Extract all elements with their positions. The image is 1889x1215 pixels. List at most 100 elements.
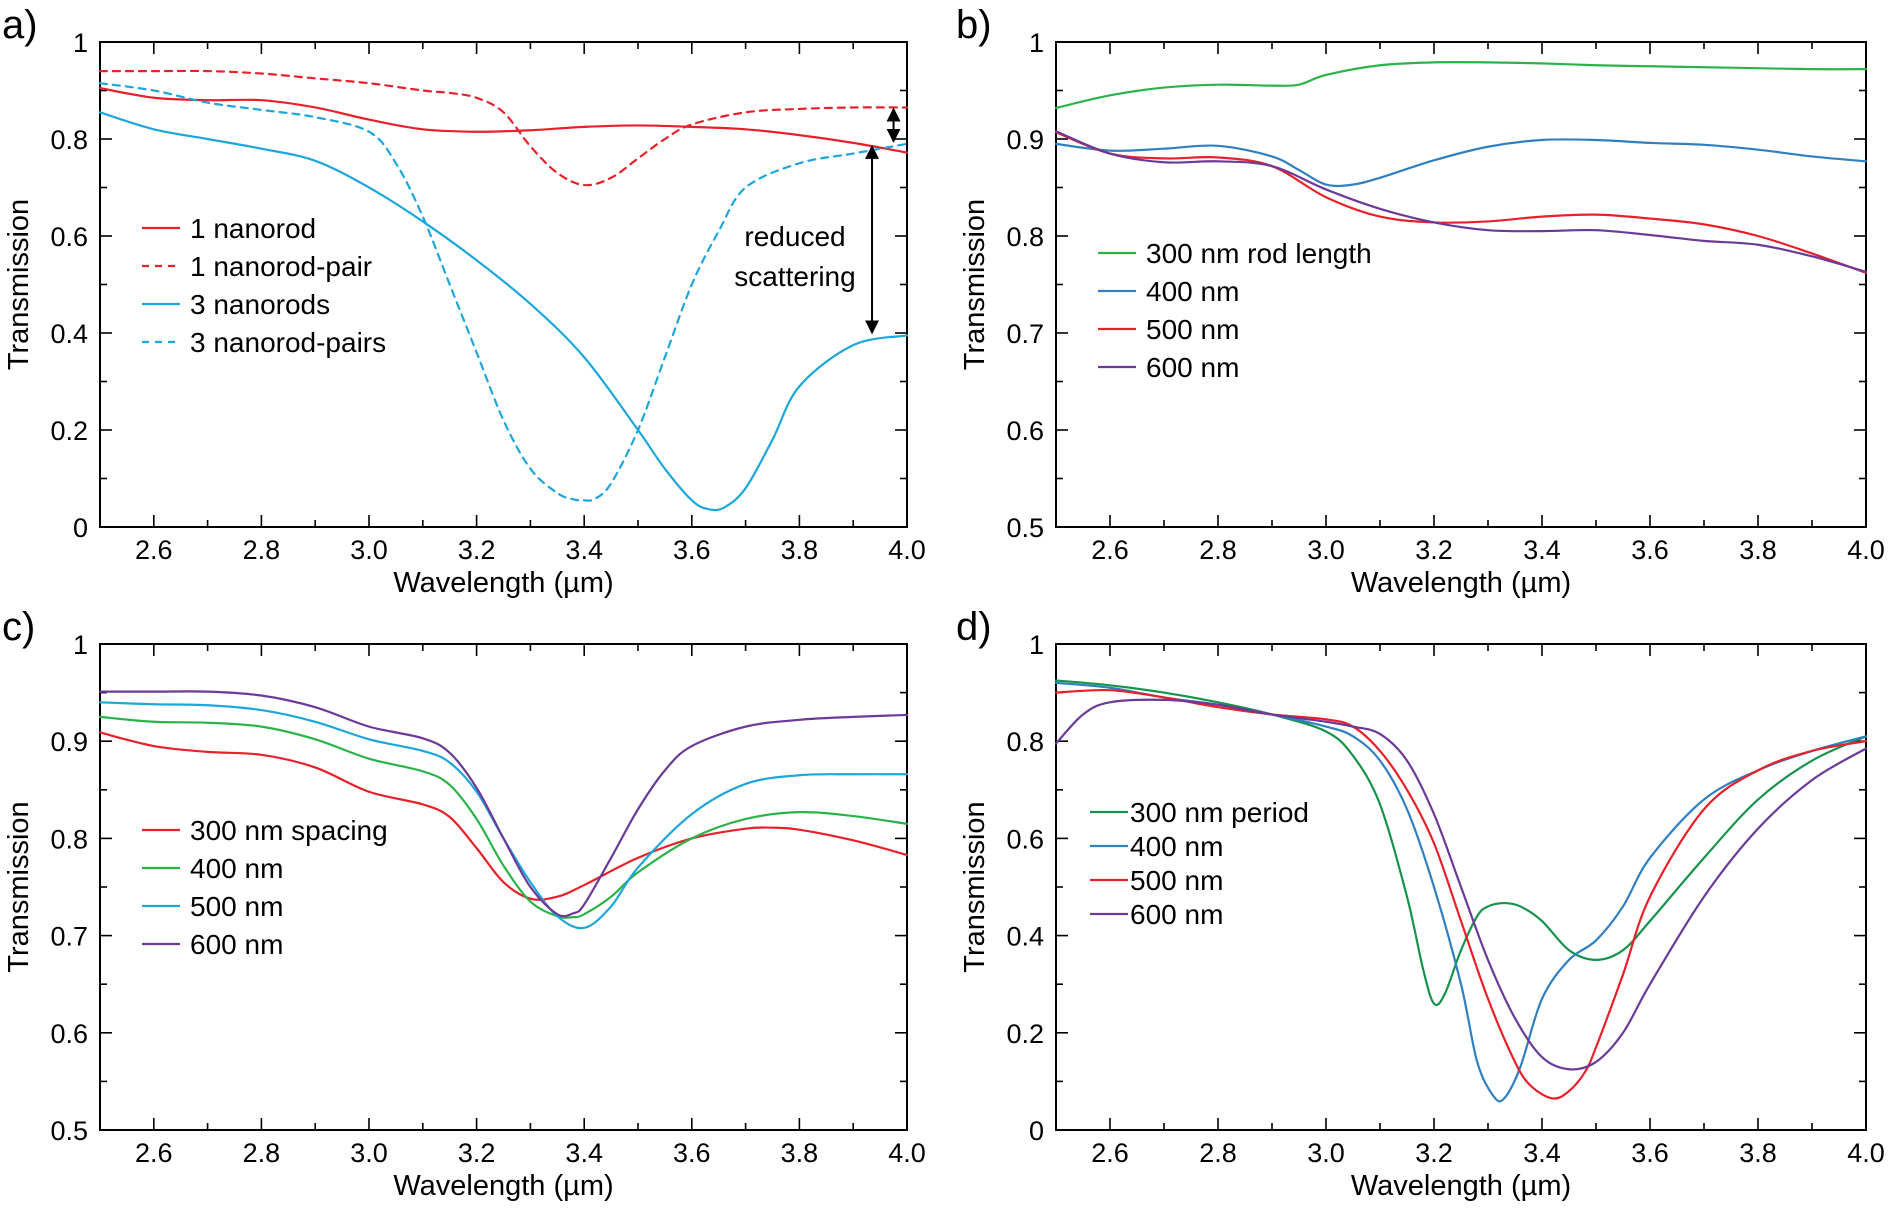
panel-a-xtick-label: 3.6 (673, 535, 711, 565)
panel-a-ytick-label: 1 (73, 28, 88, 58)
panel-c-legend-label-3: 500 nm (190, 891, 283, 922)
panel-b-series-line-1 (1054, 61, 1868, 110)
panel-a-xtick-label: 3.8 (781, 535, 819, 565)
panel-a-xtick-label: 3.2 (458, 535, 496, 565)
panel-c-xtick-label: 2.8 (243, 1138, 281, 1168)
panel-d-ytick-label: 0.8 (1006, 727, 1044, 757)
panel-a-ylabel: Transmission (3, 199, 35, 370)
panel-a-ytick-label: 0.6 (50, 222, 88, 252)
panel-b-xlabel: Wavelength (µm) (1351, 567, 1571, 599)
panel-d-legend-label-1: 300 nm period (1130, 797, 1309, 828)
panel-c-xtick-label: 3.0 (350, 1138, 388, 1168)
panel-b-series-line-3 (1054, 131, 1868, 274)
panel-c-xtick-label: 2.6 (135, 1138, 173, 1168)
panel-d-xlabel: Wavelength (µm) (1351, 1170, 1571, 1202)
panel-a-series-line-2 (98, 69, 909, 187)
panel-d-xtick-label: 2.8 (1199, 1138, 1237, 1168)
panel-a-xlabel: Wavelength (µm) (393, 567, 613, 599)
panel-d-tag: d) (956, 605, 992, 649)
panel-c-tag: c) (2, 605, 35, 649)
panel-d-xtick-label: 3.0 (1307, 1138, 1345, 1168)
panel-b-xtick-label: 2.6 (1091, 535, 1129, 565)
panel-b-ytick-label: 0.9 (1006, 125, 1044, 155)
panel-a-xtick-label: 3.4 (565, 535, 603, 565)
panel-c-ytick-label: 0.9 (50, 727, 88, 757)
panel-c-xtick-label: 3.8 (781, 1138, 819, 1168)
panel-c-series-line-1 (98, 731, 909, 901)
panel-c-xtick-label: 3.6 (673, 1138, 711, 1168)
panel-a-legend-label-1: 1 nanorod (190, 213, 316, 244)
panel-b-legend-label-4: 600 nm (1146, 352, 1239, 383)
panel-a-legend-label-3: 3 nanorods (190, 289, 330, 320)
panel-c-xlabel: Wavelength (µm) (393, 1170, 613, 1202)
panel-a-ytick-label: 0 (73, 513, 88, 543)
panel-a-annotation-line-2: scattering (734, 261, 855, 292)
panel-a-legend-label-4: 3 nanorod-pairs (190, 327, 386, 358)
panel-b-ytick-label: 0.7 (1006, 319, 1044, 349)
panel-c-ytick-label: 0.6 (50, 1019, 88, 1049)
panel-d-legend-label-4: 600 nm (1130, 899, 1223, 930)
panel-d-xtick-label: 3.4 (1523, 1138, 1561, 1168)
panel-c-xtick-label: 3.2 (458, 1138, 496, 1168)
panel-a-series-line-1 (98, 86, 909, 154)
panel-d-legend-label-2: 400 nm (1130, 831, 1223, 862)
panel-c-legend-label-1: 300 nm spacing (190, 815, 388, 846)
panel-c-series-line-3 (98, 701, 909, 930)
panel-c-legend-label-2: 400 nm (190, 853, 283, 884)
panel-b-ylabel: Transmission (959, 199, 991, 370)
panel-b-series-line-4 (1054, 130, 1868, 273)
panel-d-ytick-label: 0.6 (1006, 824, 1044, 854)
panel-d-series-line-4 (1054, 698, 1868, 1071)
panel-c-series-line-4 (98, 690, 909, 918)
panel-d-xtick-label: 3.6 (1631, 1138, 1669, 1168)
panel-b-xtick-label: 2.8 (1199, 535, 1237, 565)
panel-c-legend-label-4: 600 nm (190, 929, 283, 960)
panel-c-ytick-label: 0.5 (50, 1116, 88, 1146)
panel-b-xtick-label: 3.6 (1631, 535, 1669, 565)
panel-b-legend-label-1: 300 nm rod length (1146, 238, 1372, 269)
panel-c-series-line-2 (98, 715, 909, 919)
panel-a-xtick-label: 3.0 (350, 535, 388, 565)
panel-c-ytick-label: 0.8 (50, 824, 88, 854)
panel-b-legend-label-3: 500 nm (1146, 314, 1239, 345)
panel-b-xtick-label: 3.0 (1307, 535, 1345, 565)
panel-a-tag: a) (2, 3, 38, 47)
panel-c-ytick-label: 0.7 (50, 922, 88, 952)
panel-a-ytick-label: 0.4 (50, 319, 88, 349)
panel-a-xtick-label: 2.6 (135, 535, 173, 565)
panel-d-xtick-label: 3.8 (1739, 1138, 1777, 1168)
panel-a-legend-label-2: 1 nanorod-pair (190, 251, 372, 282)
panel-d-xtick-label: 4.0 (1847, 1138, 1885, 1168)
panel-a-ytick-label: 0.2 (50, 416, 88, 446)
panel-d-ylabel: Transmission (959, 801, 991, 972)
panel-b-tag: b) (956, 3, 992, 47)
panel-d-ytick-label: 0.4 (1006, 922, 1044, 952)
panel-b-ytick-label: 1 (1029, 28, 1044, 58)
panel-b-ytick-label: 0.8 (1006, 222, 1044, 252)
panel-d-ytick-label: 0.2 (1006, 1019, 1044, 1049)
panel-c-xtick-label: 4.0 (888, 1138, 926, 1168)
panel-b-xtick-label: 4.0 (1847, 535, 1885, 565)
panel-d-xtick-label: 3.2 (1415, 1138, 1453, 1168)
panel-c-plot-frame (99, 643, 908, 1131)
panel-b-xtick-label: 3.2 (1415, 535, 1453, 565)
panel-a-series-line-3 (98, 111, 909, 512)
panel-d-ytick-label: 0 (1029, 1116, 1044, 1146)
panel-c-ytick-label: 1 (73, 630, 88, 660)
panel-b-ytick-label: 0.5 (1006, 513, 1044, 543)
panel-a-ytick-label: 0.8 (50, 125, 88, 155)
panel-b-ytick-label: 0.6 (1006, 416, 1044, 446)
panel-c-ylabel: Transmission (3, 801, 35, 972)
panel-a-xtick-label: 2.8 (243, 535, 281, 565)
panel-c-xtick-label: 3.4 (565, 1138, 603, 1168)
panel-a-xtick-label: 4.0 (888, 535, 926, 565)
panel-b-legend-label-2: 400 nm (1146, 276, 1239, 307)
panel-a-annotation-line-1: reduced (744, 221, 845, 252)
panel-d-legend-label-3: 500 nm (1130, 865, 1223, 896)
panel-d-xtick-label: 2.6 (1091, 1138, 1129, 1168)
panel-b-xtick-label: 3.8 (1739, 535, 1777, 565)
panel-b-series-line-2 (1054, 138, 1868, 188)
panel-d-ytick-label: 1 (1029, 630, 1044, 660)
panel-b-xtick-label: 3.4 (1523, 535, 1561, 565)
